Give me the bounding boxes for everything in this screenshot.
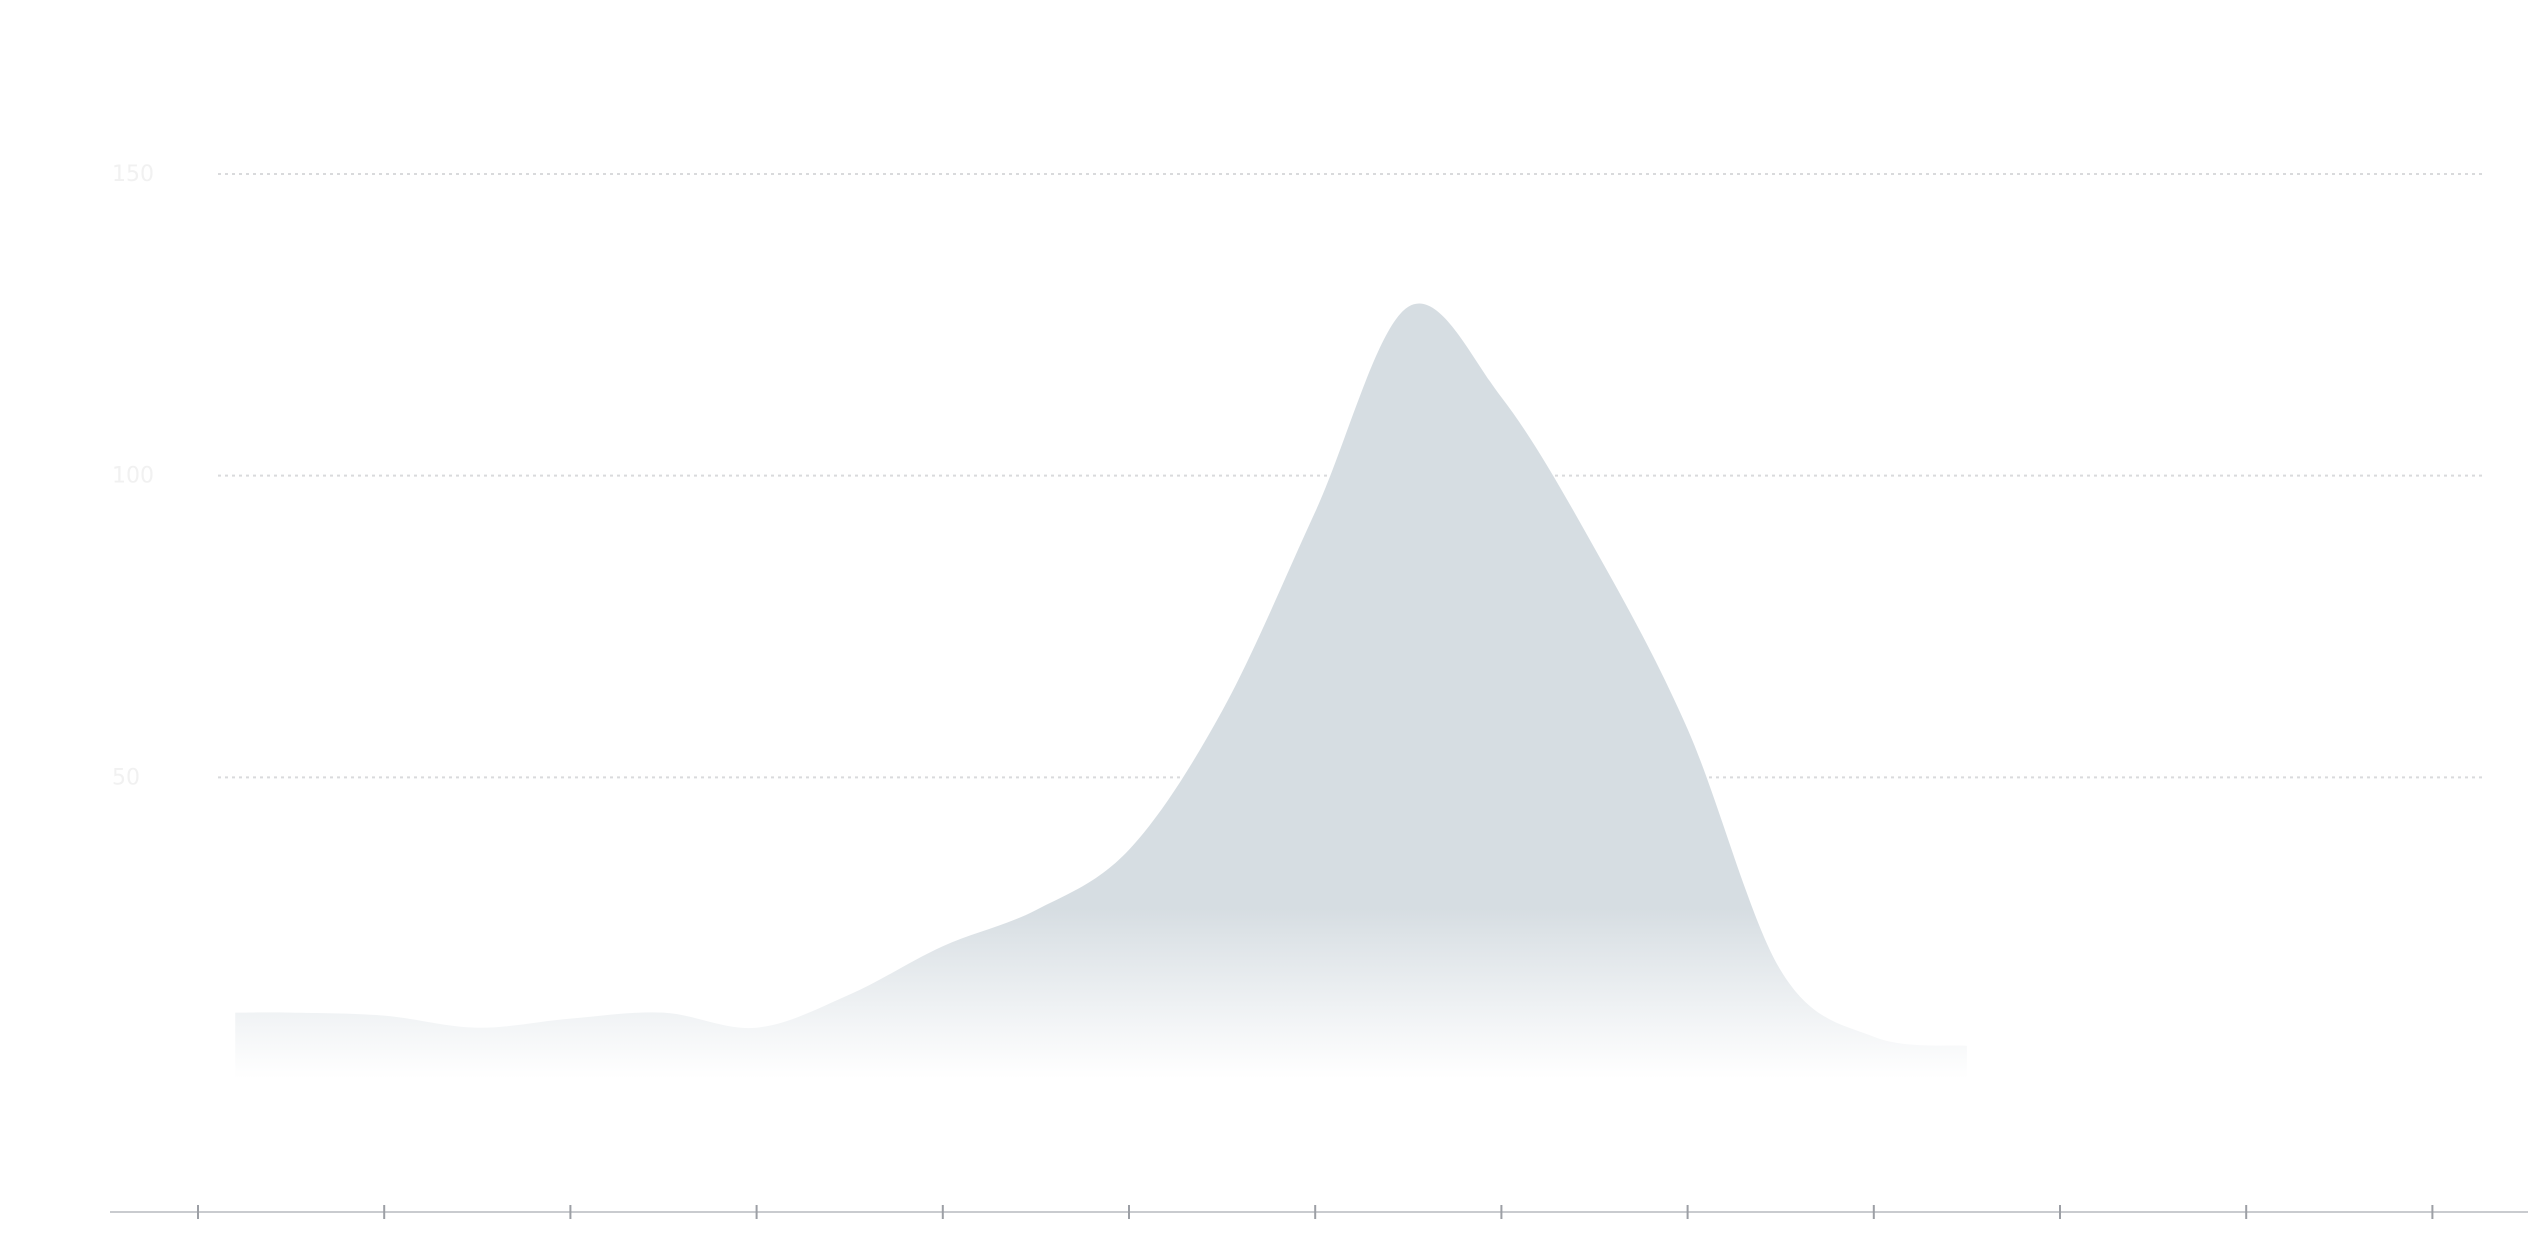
y-tick-label: 100 bbox=[112, 464, 154, 489]
area-series-fill bbox=[235, 303, 1967, 1079]
x-axis bbox=[110, 1205, 2528, 1219]
y-axis-labels: 50 100 150 bbox=[112, 162, 154, 790]
area-series bbox=[235, 303, 1967, 1079]
y-tick-label: 50 bbox=[112, 765, 140, 790]
y-tick-label: 150 bbox=[112, 162, 154, 187]
